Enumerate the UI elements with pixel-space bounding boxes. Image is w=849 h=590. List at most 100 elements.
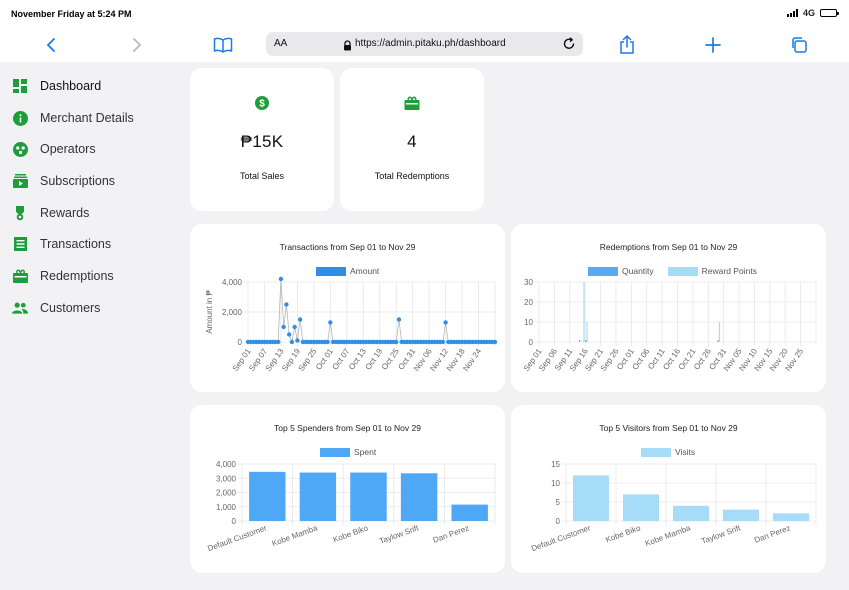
chart-legend: Spent bbox=[320, 447, 376, 457]
total-sales-value: ₱15K bbox=[240, 132, 284, 151]
data-point bbox=[297, 317, 303, 322]
legend-swatch bbox=[320, 447, 350, 457]
data-point bbox=[443, 320, 448, 325]
bar bbox=[249, 471, 286, 521]
back-icon[interactable] bbox=[41, 35, 61, 55]
data-point bbox=[440, 339, 446, 345]
share-icon[interactable] bbox=[617, 35, 637, 55]
total-sales-label: Total Sales bbox=[239, 171, 285, 181]
top-visitors-chart: 0 5 10 15 Default Customer Kobe Biko Kobe Mamb… bbox=[530, 460, 817, 553]
total-redemptions-label: Total Redemptions bbox=[374, 171, 450, 181]
y-tick-label: 5 bbox=[556, 498, 561, 507]
sidebar-item-subscriptions[interactable]: Subscriptions bbox=[12, 170, 172, 192]
legend-swatch bbox=[667, 266, 698, 276]
bar bbox=[717, 340, 719, 342]
reload-icon[interactable] bbox=[559, 34, 579, 54]
transactions-chart-card: Transactions from Sep 01 to Nov 29 Amoun… bbox=[190, 224, 505, 392]
dollar-icon: $ bbox=[255, 96, 269, 115]
sidebar-item-label: Transactions bbox=[40, 237, 112, 251]
x-tick-label: Dan Perez bbox=[432, 523, 471, 544]
legend-swatch bbox=[641, 447, 671, 457]
sidebar-item-merchant-details[interactable]: Merchant Details bbox=[12, 107, 172, 129]
x-tick-label: Default Customer bbox=[530, 523, 592, 553]
y-tick-label: 15 bbox=[551, 460, 560, 469]
chart-title: Transactions from Sep 01 to Nov 29 bbox=[279, 242, 416, 252]
y-tick-label: 10 bbox=[524, 318, 533, 327]
sidebar-item-label: Redemptions bbox=[40, 269, 114, 283]
data-point bbox=[325, 339, 330, 345]
y-tick-label: 0 bbox=[529, 338, 534, 347]
new-tab-icon[interactable] bbox=[703, 35, 723, 55]
signal-icon bbox=[786, 9, 798, 17]
y-tick-label: 0 bbox=[556, 517, 561, 526]
legend-label: Amount bbox=[350, 266, 380, 276]
redemptions-chart-card: Redemptions from Sep 01 to Nov 29 Quanti… bbox=[511, 224, 826, 392]
data-point bbox=[328, 320, 333, 325]
legend-label: Quantity bbox=[622, 266, 654, 276]
data-point bbox=[281, 324, 286, 330]
legend-label: Spent bbox=[354, 447, 377, 457]
bar bbox=[299, 472, 337, 521]
y-tick-label: 0 bbox=[238, 338, 243, 347]
bar bbox=[673, 505, 709, 521]
sidebar-item-customers[interactable]: Customers bbox=[12, 297, 172, 319]
bar bbox=[573, 475, 609, 521]
bar bbox=[350, 472, 387, 521]
data-point bbox=[292, 324, 297, 330]
top-spenders-chart-card: Top 5 Spenders from Sep 01 to Nov 29 Spe… bbox=[190, 405, 505, 573]
sidebar-item-label: Dashboard bbox=[40, 79, 102, 93]
operators-icon bbox=[12, 141, 28, 157]
url-text: https://admin.pitaku.ph/dashboard bbox=[355, 38, 506, 49]
y-tick-label: 4,000 bbox=[216, 460, 237, 469]
bar bbox=[723, 509, 759, 521]
lock-icon bbox=[343, 38, 352, 56]
x-tick-label: Nov 24 bbox=[461, 347, 483, 373]
y-tick-label: 4,000 bbox=[222, 278, 243, 287]
tabs-overview-icon[interactable] bbox=[789, 35, 809, 55]
sidebar-item-redemptions[interactable]: Redemptions bbox=[12, 265, 172, 287]
sidebar-item-dashboard[interactable]: Dashboard bbox=[12, 75, 172, 97]
y-tick-label: 30 bbox=[524, 278, 533, 287]
x-tick-label: Kobe Mamba bbox=[644, 523, 692, 548]
x-tick-label: Taylow Srift bbox=[700, 523, 742, 546]
browser-toolbar: AA https://admin.pitaku.ph/dashboard bbox=[0, 28, 849, 62]
legend-label: Visits bbox=[675, 447, 696, 457]
reader-aa-button[interactable]: AA bbox=[274, 38, 288, 49]
address-bar[interactable]: AA https://admin.pitaku.ph/dashboard bbox=[266, 32, 583, 56]
reward-icon bbox=[12, 205, 28, 221]
sidebar-item-rewards[interactable]: Rewards bbox=[12, 202, 172, 224]
x-tick-label: Kobe Biko bbox=[604, 523, 642, 544]
x-tick-label: Sep 25 bbox=[297, 347, 319, 373]
battery-icon bbox=[820, 9, 839, 17]
y-tick-label: 3,000 bbox=[216, 474, 237, 483]
legend-swatch bbox=[316, 266, 346, 276]
data-point bbox=[396, 317, 402, 322]
data-point bbox=[295, 338, 300, 343]
total-sales-card: $ ₱15K Total Sales bbox=[190, 68, 334, 211]
data-point bbox=[289, 339, 295, 345]
sidebar-item-transactions[interactable]: Transactions bbox=[12, 233, 172, 255]
sidebar-item-label: Customers bbox=[40, 301, 101, 315]
forward-icon[interactable] bbox=[127, 35, 147, 55]
data-point bbox=[394, 339, 399, 345]
chart-legend: Quantity Reward Points bbox=[588, 266, 757, 276]
bookmarks-icon[interactable] bbox=[213, 35, 233, 55]
legend-label: Reward Points bbox=[701, 266, 757, 276]
x-tick-label: Default Customer bbox=[206, 523, 268, 553]
data-point bbox=[278, 276, 284, 282]
total-redemptions-card: 4 Total Redemptions bbox=[340, 68, 484, 211]
subscriptions-icon bbox=[12, 173, 28, 189]
y-axis-label: Amount in ₱ bbox=[205, 290, 214, 334]
svg-text:$: $ bbox=[259, 99, 265, 110]
data-point bbox=[492, 339, 498, 345]
redeem-icon bbox=[404, 96, 420, 115]
sidebar-item-operators[interactable]: Operators bbox=[12, 138, 172, 160]
chart-title: Top 5 Spenders from Sep 01 to Nov 29 bbox=[274, 423, 421, 433]
series-line bbox=[248, 278, 495, 344]
legend-swatch bbox=[588, 266, 618, 276]
total-redemptions-value: 4 bbox=[407, 132, 417, 151]
sidebar-item-label: Subscriptions bbox=[40, 174, 116, 188]
